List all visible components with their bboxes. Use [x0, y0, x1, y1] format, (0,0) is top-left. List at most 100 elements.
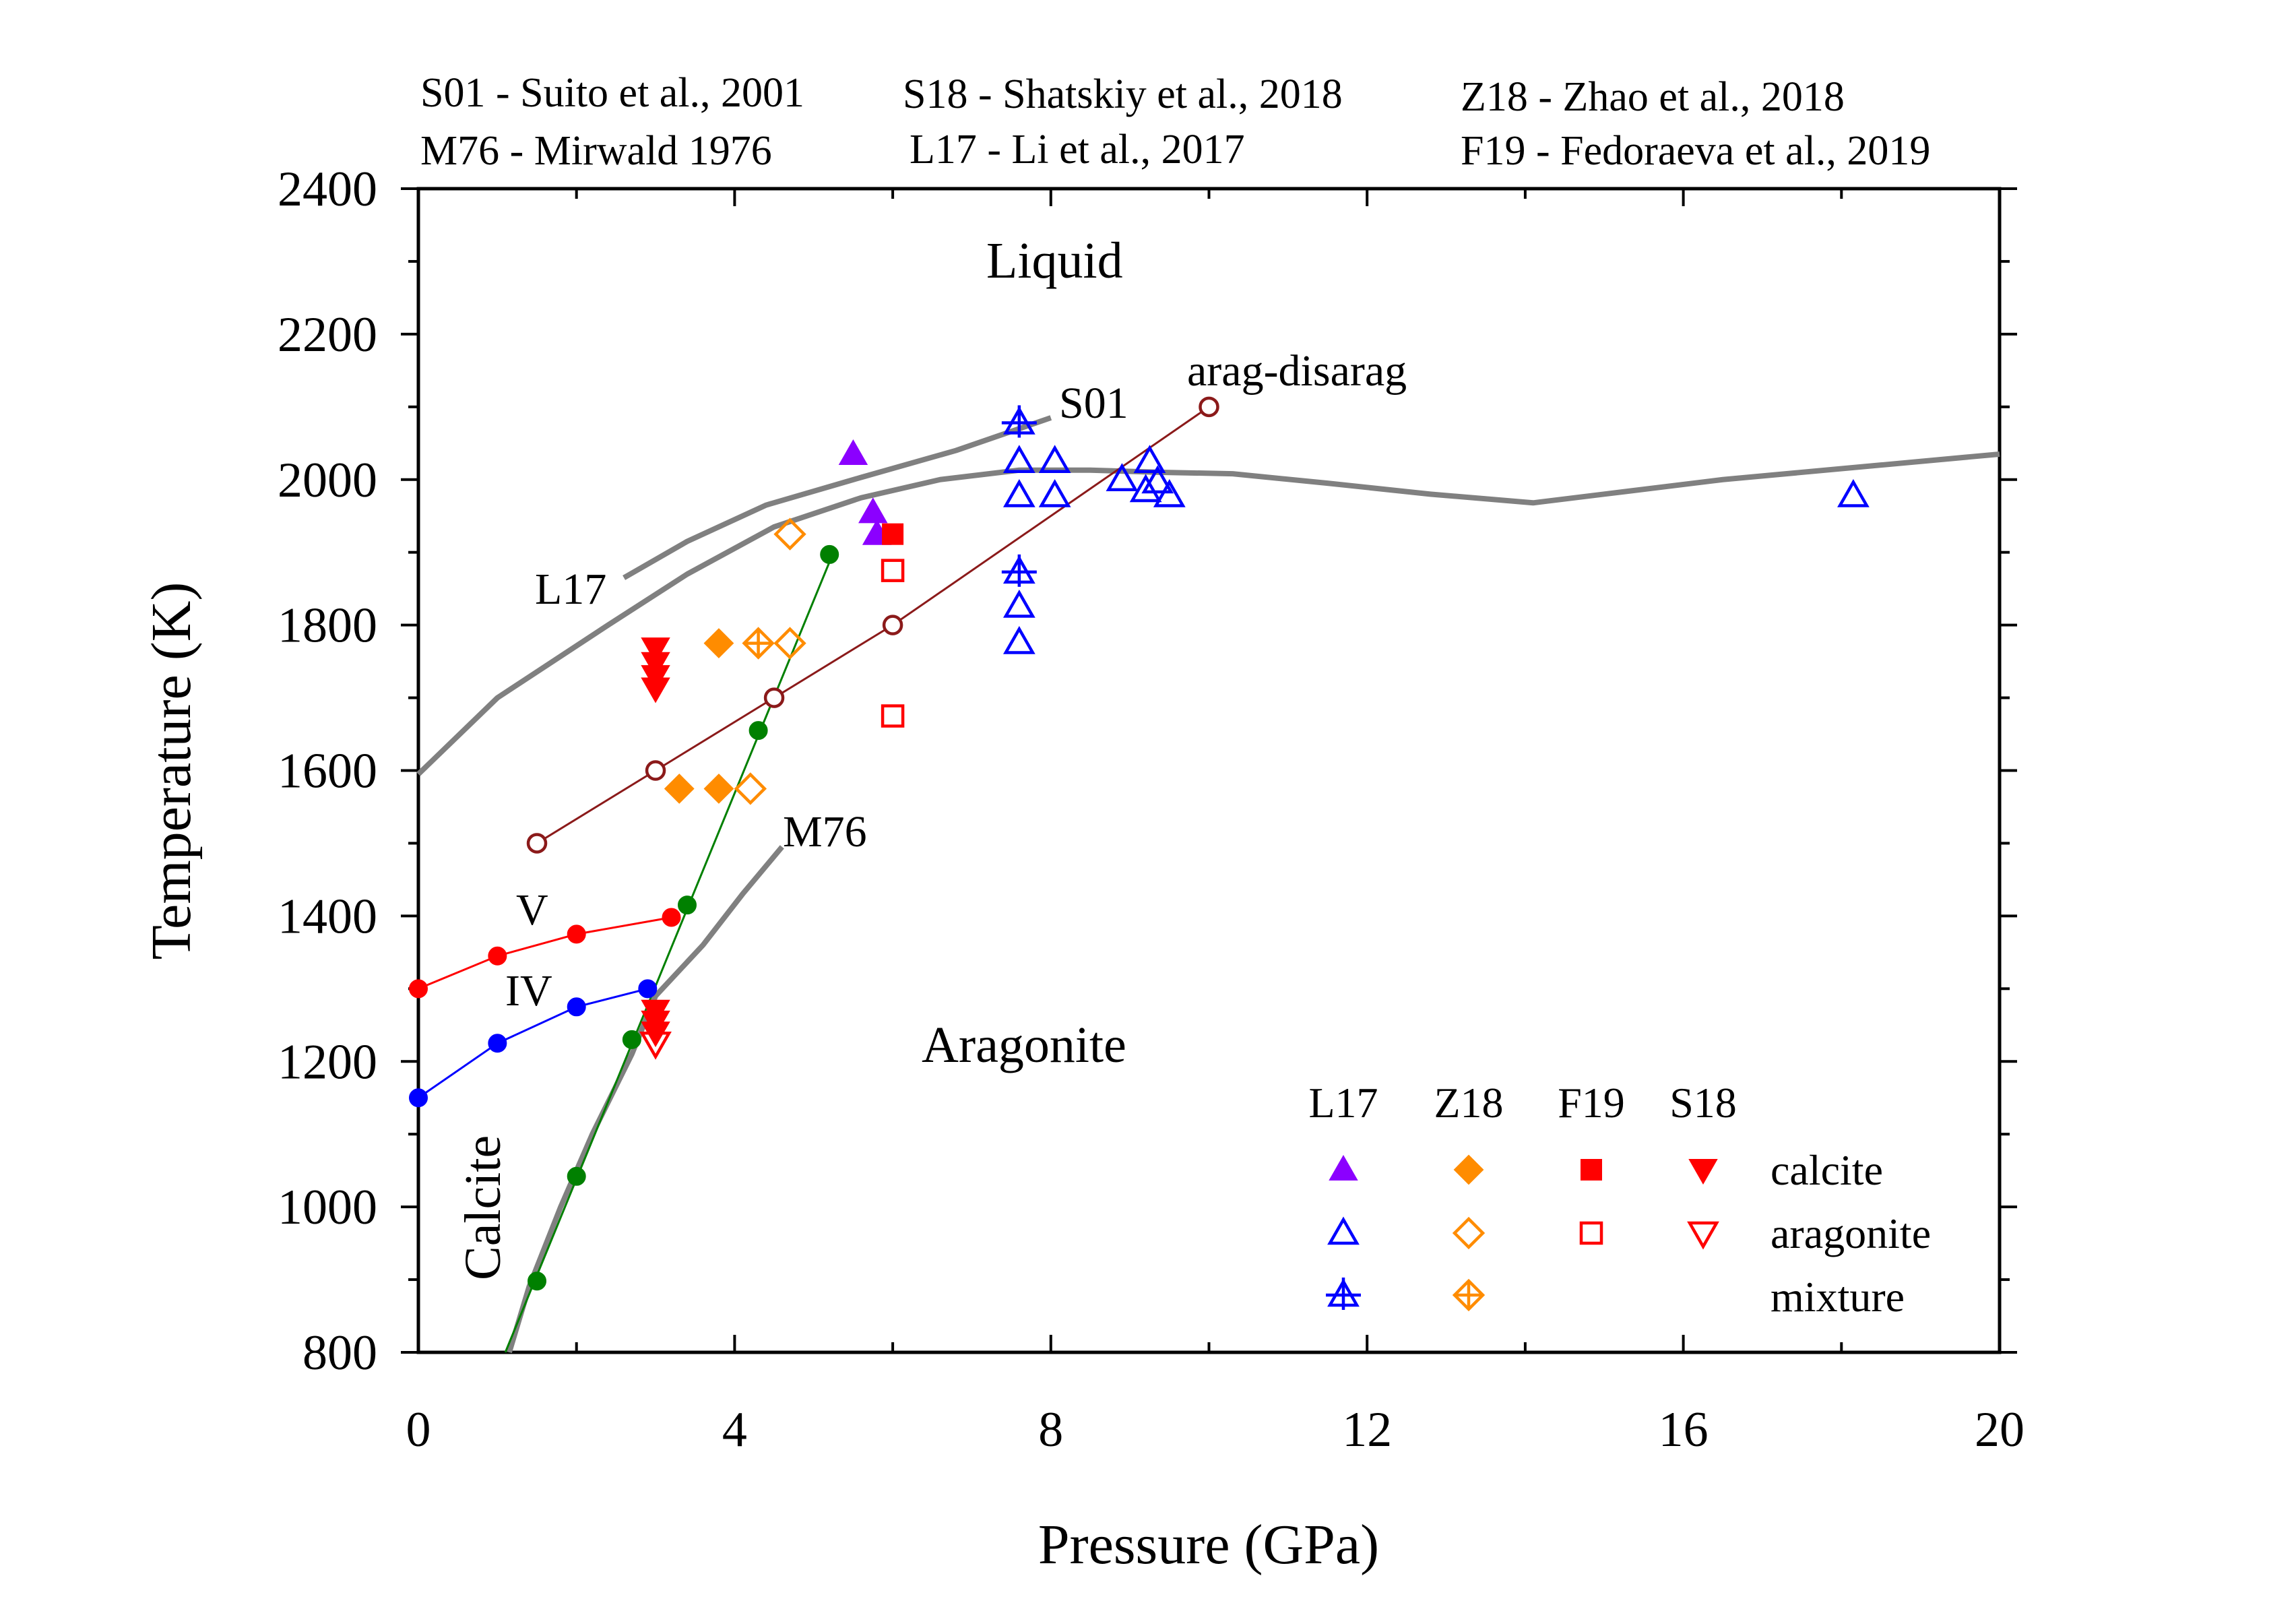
series-Z18-aragonite — [734, 517, 806, 805]
curve-label-m76: M76 — [783, 807, 867, 856]
series-layer — [409, 396, 1870, 1291]
L17-aragonite-point — [1002, 590, 1035, 618]
L17-aragonite-point — [1106, 463, 1139, 491]
calcite-boundary-green — [504, 552, 835, 1353]
calcite-arag-green-point — [567, 1166, 586, 1186]
F19-aragonite-point — [881, 559, 905, 582]
curve-label-iv: IV — [505, 966, 552, 1015]
legend-marker-L17-calcite — [1329, 1154, 1358, 1181]
phase-IV-point — [488, 1034, 507, 1053]
legend-marker-Z18-calcite — [1453, 1154, 1484, 1185]
y-tick-label: 2400 — [278, 162, 377, 217]
Z18-mixture-point — [742, 627, 775, 660]
reference-z18: Z18 - Zhao et al., 2018 — [1461, 74, 1845, 120]
y-tick-label: 1400 — [278, 889, 377, 944]
arag-disarag-point — [645, 760, 666, 781]
series-F19-aragonite — [881, 559, 905, 728]
series-phase-IV — [409, 979, 658, 1108]
series-Z18-calcite — [664, 628, 734, 804]
S18-calcite-point — [641, 652, 670, 678]
reference-f19: F19 - Fedoraeva et al., 2019 — [1461, 128, 1930, 174]
series-S18-aragonite — [639, 1032, 672, 1060]
legend-column-f19: F19 — [1558, 1079, 1625, 1127]
L17-calcite-point — [838, 439, 868, 465]
x-tick-label: 0 — [406, 1402, 431, 1457]
y-tick-label: 1000 — [278, 1180, 377, 1235]
region-label-liquid: Liquid — [986, 232, 1123, 289]
series-calcite-arag-green — [528, 544, 839, 1291]
L17-aragonite-point — [1002, 625, 1035, 654]
phase-IV-point — [409, 1088, 428, 1108]
L17-aragonite-point — [1837, 478, 1870, 507]
legend-row-calcite: calcite — [1771, 1146, 1883, 1194]
reference-l17: L17 - Li et al., 2017 — [910, 127, 1245, 172]
x-tick-labels: 0 4 8 12 16 20 — [406, 1402, 2025, 1457]
y-tick-label: 2200 — [278, 307, 377, 363]
legend-markers — [1326, 1154, 1719, 1312]
F19-aragonite-point — [881, 704, 905, 728]
Z18-aragonite-point — [773, 627, 806, 660]
region-label-aragonite: Aragonite — [922, 1017, 1126, 1073]
region-label-calcite: Calcite — [455, 1135, 511, 1280]
calcite-arag-green-point — [820, 544, 839, 564]
L17-aragonite-point — [1141, 465, 1174, 494]
Z18-aragonite-point — [773, 517, 806, 551]
series-phase-V — [409, 908, 681, 999]
x-tick-label: 16 — [1659, 1402, 1709, 1457]
calcite-arag-green-point — [677, 895, 697, 915]
legend-row-mixture: mixture — [1771, 1273, 1905, 1321]
curves-layer — [416, 415, 2000, 1354]
arag-disarag-point — [1199, 396, 1219, 418]
legend-column-z18: Z18 — [1434, 1079, 1503, 1127]
arag-disarag-point — [882, 615, 903, 635]
Z18-calcite-point — [664, 774, 695, 804]
legend-column-l17: L17 — [1308, 1079, 1378, 1127]
legend-marker-F19-aragonite — [1579, 1221, 1603, 1245]
series-Z18-mixture — [742, 627, 775, 660]
x-axis-title: Pressure (GPa) — [1038, 1513, 1379, 1576]
y-tick-label: 1600 — [278, 744, 377, 799]
x-tick-label: 12 — [1342, 1402, 1392, 1457]
series-F19-calcite — [882, 523, 904, 545]
y-tick-label: 2000 — [278, 453, 377, 508]
L17-mixture-point — [1001, 405, 1037, 438]
legend-marker-Z18-mixture — [1452, 1278, 1486, 1312]
x-tick-label: 8 — [1038, 1402, 1063, 1457]
F19-calcite-point — [882, 523, 904, 545]
references-block: S01 - Suito et al., 2001 S18 - Shatskiy … — [420, 70, 1930, 174]
melting-curve — [416, 451, 2000, 776]
legend-row-aragonite: aragonite — [1771, 1209, 1931, 1257]
curve-label-s01: S01 — [1059, 379, 1128, 428]
legend-column-s18: S18 — [1669, 1079, 1737, 1127]
calcite-arag-green-point — [528, 1271, 547, 1291]
L17-aragonite-point — [1002, 478, 1035, 507]
phase-V-line — [418, 916, 672, 990]
m76-curve — [507, 845, 784, 1354]
y-tick-label: 1800 — [278, 598, 377, 654]
phase-V-point — [488, 946, 507, 966]
curve-label-l17: L17 — [535, 565, 606, 614]
arag-disarag-point — [526, 833, 548, 854]
L17-aragonite-point — [1129, 474, 1162, 503]
legend-marker-L17-aragonite — [1327, 1216, 1360, 1245]
legend-marker-L17-mixture — [1326, 1278, 1361, 1310]
arag-disarag-point — [763, 687, 785, 708]
S18-aragonite-point — [639, 1032, 672, 1060]
legend-marker-S18-aragonite — [1687, 1221, 1719, 1250]
S18-calcite-point — [641, 677, 670, 703]
phase-V-point — [567, 924, 586, 944]
series-arag-disarag — [526, 396, 1219, 854]
phase-IV-point — [567, 997, 586, 1017]
Z18-calcite-point — [703, 628, 734, 659]
S18-calcite-point — [641, 637, 670, 664]
L17-mixture-point — [1001, 554, 1037, 587]
axis-ticks — [401, 187, 2017, 1354]
L17-calcite-point — [858, 497, 888, 524]
reference-m76: M76 - Mirwald 1976 — [420, 128, 772, 174]
series-L17-calcite — [838, 439, 892, 545]
phase-V-point — [409, 979, 428, 999]
phase-IV-point — [638, 979, 658, 999]
L17-aragonite-point — [1133, 445, 1166, 474]
s01-curve — [623, 415, 1052, 580]
legend-marker-F19-calcite — [1581, 1159, 1602, 1181]
